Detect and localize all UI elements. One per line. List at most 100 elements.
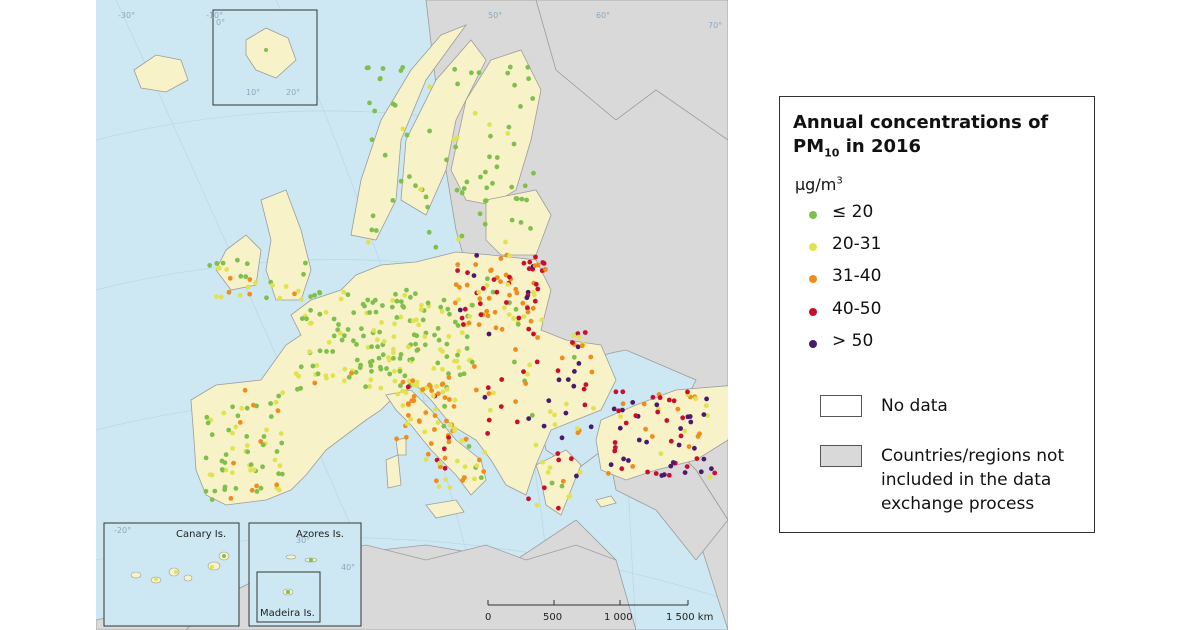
station-marker [390, 198, 396, 203]
legend-label-le20: ≤ 20 [832, 202, 874, 222]
svg-text:40°: 40° [341, 563, 355, 572]
station-marker [298, 297, 304, 302]
station-marker [337, 330, 343, 336]
station-marker [482, 221, 488, 227]
station-marker [618, 414, 623, 419]
station-marker [233, 486, 239, 491]
station-marker [215, 266, 221, 271]
station-marker [470, 302, 475, 308]
station-marker [653, 471, 659, 476]
station-marker [671, 398, 677, 404]
station-marker [525, 64, 531, 70]
station-marker [564, 401, 569, 407]
station-marker [612, 440, 618, 445]
pm10-map: Canary Is. Azores Is. Madeira Is. 0 500 … [96, 0, 728, 630]
station-marker [362, 303, 367, 309]
station-marker [400, 379, 406, 385]
station-marker [400, 303, 406, 309]
station-marker [541, 485, 547, 491]
station-marker [541, 423, 547, 429]
station-marker [397, 368, 403, 374]
station-marker [361, 333, 366, 339]
station-marker [442, 465, 448, 471]
station-marker [440, 389, 446, 395]
station-marker [258, 439, 264, 444]
station-marker [398, 299, 404, 304]
station-marker [258, 485, 264, 491]
station-marker [367, 100, 372, 106]
station-marker [433, 244, 439, 250]
inset-canary: Canary Is. [103, 522, 240, 627]
station-marker [528, 226, 533, 231]
legend-label-gt50: > 50 [832, 331, 874, 351]
station-marker [623, 420, 629, 426]
station-marker [518, 104, 523, 109]
station-marker [513, 347, 518, 352]
station-marker [418, 187, 423, 193]
station-marker [524, 197, 529, 203]
station-marker [398, 68, 404, 73]
station-marker [214, 261, 220, 266]
station-marker [499, 326, 505, 332]
station-marker [668, 463, 674, 469]
station-marker [391, 350, 396, 356]
station-marker [621, 456, 626, 462]
station-marker [456, 297, 461, 303]
station-marker [506, 312, 512, 317]
station-marker [251, 467, 257, 472]
station-marker [535, 262, 541, 268]
station-marker [462, 475, 467, 480]
station-marker [342, 333, 347, 339]
station-marker [453, 144, 458, 150]
station-marker [534, 502, 540, 508]
station-marker [701, 412, 707, 417]
station-marker [588, 424, 594, 430]
station-marker [473, 262, 479, 267]
station-marker [357, 365, 363, 371]
station-marker [303, 260, 308, 266]
station-marker [484, 185, 490, 191]
station-marker [248, 462, 254, 468]
station-marker [688, 419, 694, 425]
station-marker [405, 384, 411, 390]
svg-text:Azores Is.: Azores Is. [296, 529, 344, 540]
station-marker [418, 307, 424, 313]
station-marker [499, 377, 505, 382]
station-marker [394, 298, 400, 304]
station-marker [209, 432, 215, 438]
svg-text:Madeira Is.: Madeira Is. [260, 608, 315, 619]
legend-dot-le20 [809, 211, 817, 219]
station-marker [435, 420, 441, 425]
station-marker [447, 311, 452, 317]
station-marker [455, 352, 460, 358]
station-marker [526, 266, 532, 272]
station-marker [694, 456, 700, 461]
station-marker [404, 132, 410, 138]
station-marker [420, 317, 426, 323]
station-marker [308, 307, 313, 313]
scalebar: 0 500 1 000 1 500 km [485, 600, 713, 623]
station-marker [676, 442, 682, 448]
station-marker [502, 305, 507, 311]
station-marker [476, 322, 482, 327]
station-marker [575, 344, 581, 350]
station-marker [514, 419, 520, 425]
station-marker [323, 309, 329, 315]
station-marker [423, 410, 429, 415]
station-marker [704, 396, 709, 402]
station-marker [392, 378, 398, 384]
legend-label-40-50: 40-50 [832, 299, 882, 319]
station-marker [280, 390, 286, 396]
station-marker [701, 456, 707, 462]
station-marker [419, 302, 424, 308]
legend-box-no-data [820, 395, 862, 417]
station-marker [372, 297, 378, 303]
station-marker [505, 282, 511, 287]
station-marker [491, 390, 496, 396]
station-marker [251, 402, 256, 408]
station-marker [406, 378, 412, 384]
station-marker [426, 229, 432, 235]
station-marker [330, 349, 336, 354]
station-marker [229, 470, 235, 476]
station-marker [616, 408, 621, 414]
